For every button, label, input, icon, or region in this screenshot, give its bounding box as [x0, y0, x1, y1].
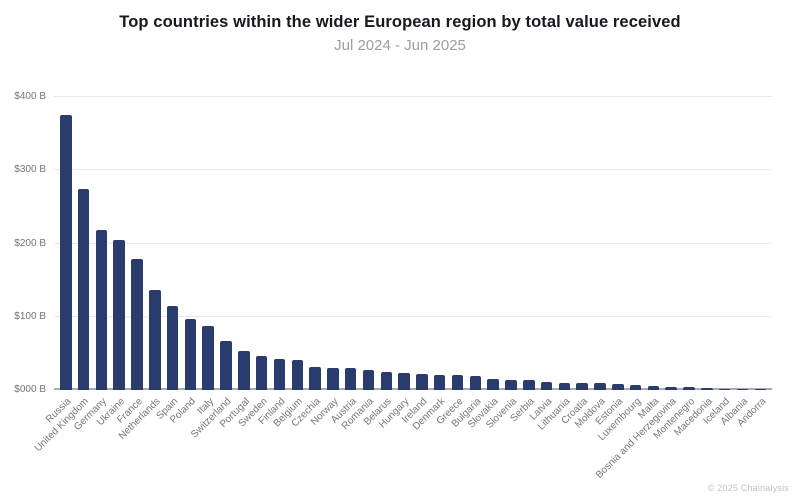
bar-france: [131, 258, 143, 390]
gridline: [54, 315, 772, 317]
bar-portugal: [238, 351, 250, 390]
bar-bosnia-and-herzegovina: [665, 387, 677, 390]
y-tick-label: $300 B: [14, 164, 46, 176]
bar-andorra: [754, 389, 766, 390]
bar-macedonia: [701, 388, 713, 390]
bar-russia: [60, 114, 72, 390]
bar-spain: [166, 305, 179, 390]
bar-czechia: [309, 366, 321, 390]
bar-croatia: [576, 383, 588, 390]
bar-germany: [95, 229, 108, 390]
gridline: [54, 242, 772, 244]
bar-ukraine: [113, 239, 125, 390]
bar-luxembourg: [629, 384, 642, 390]
bar-lithuania: [558, 382, 571, 390]
bar-norway: [327, 367, 339, 390]
bar-poland: [184, 318, 197, 390]
y-tick-label: $400 B: [14, 91, 46, 102]
bar-latvia: [540, 381, 553, 390]
chart-title: Top countries within the wider European …: [119, 13, 681, 31]
bar-moldova: [594, 383, 606, 390]
chart-subtitle: Jul 2024 - Jun 2025: [334, 37, 466, 54]
bar-finland: [273, 358, 286, 390]
bar-albania: [736, 389, 749, 390]
y-tick-label: $200 B: [14, 237, 46, 249]
plot-area: $000 B $100 B $200 B $300 B $400 B Russia Unit…: [14, 91, 772, 481]
bar-bulgaria: [469, 376, 482, 390]
gridline: [54, 169, 772, 171]
bar-italy: [202, 326, 214, 390]
bar-belgium: [291, 359, 303, 390]
bar-hungary: [398, 373, 410, 390]
bar-ireland: [416, 373, 428, 390]
bar-malta: [647, 385, 660, 390]
bar-slovakia: [487, 379, 499, 390]
x-axis-line: [54, 388, 772, 390]
bar-switzerland: [220, 340, 232, 390]
y-tick-label: $100 B: [14, 310, 46, 322]
bar-united-kingdom: [77, 188, 90, 390]
bar-iceland: [718, 388, 731, 390]
bar-slovenia: [505, 379, 517, 390]
bar-austria: [344, 368, 357, 390]
gridline: [54, 96, 772, 97]
bar-estonia: [612, 384, 624, 390]
bar-sweden: [255, 355, 268, 390]
copyright-credit: © 2025 Chainalysis: [707, 483, 789, 493]
bar-romania: [362, 369, 375, 390]
y-tick-label: $000 B: [14, 384, 46, 395]
bar-netherlands: [149, 290, 161, 390]
bar-belarus: [380, 372, 393, 390]
bar-serbia: [523, 380, 535, 390]
bar-montenegro: [683, 387, 695, 390]
bar-greece: [451, 375, 464, 390]
bar-denmark: [433, 374, 446, 390]
